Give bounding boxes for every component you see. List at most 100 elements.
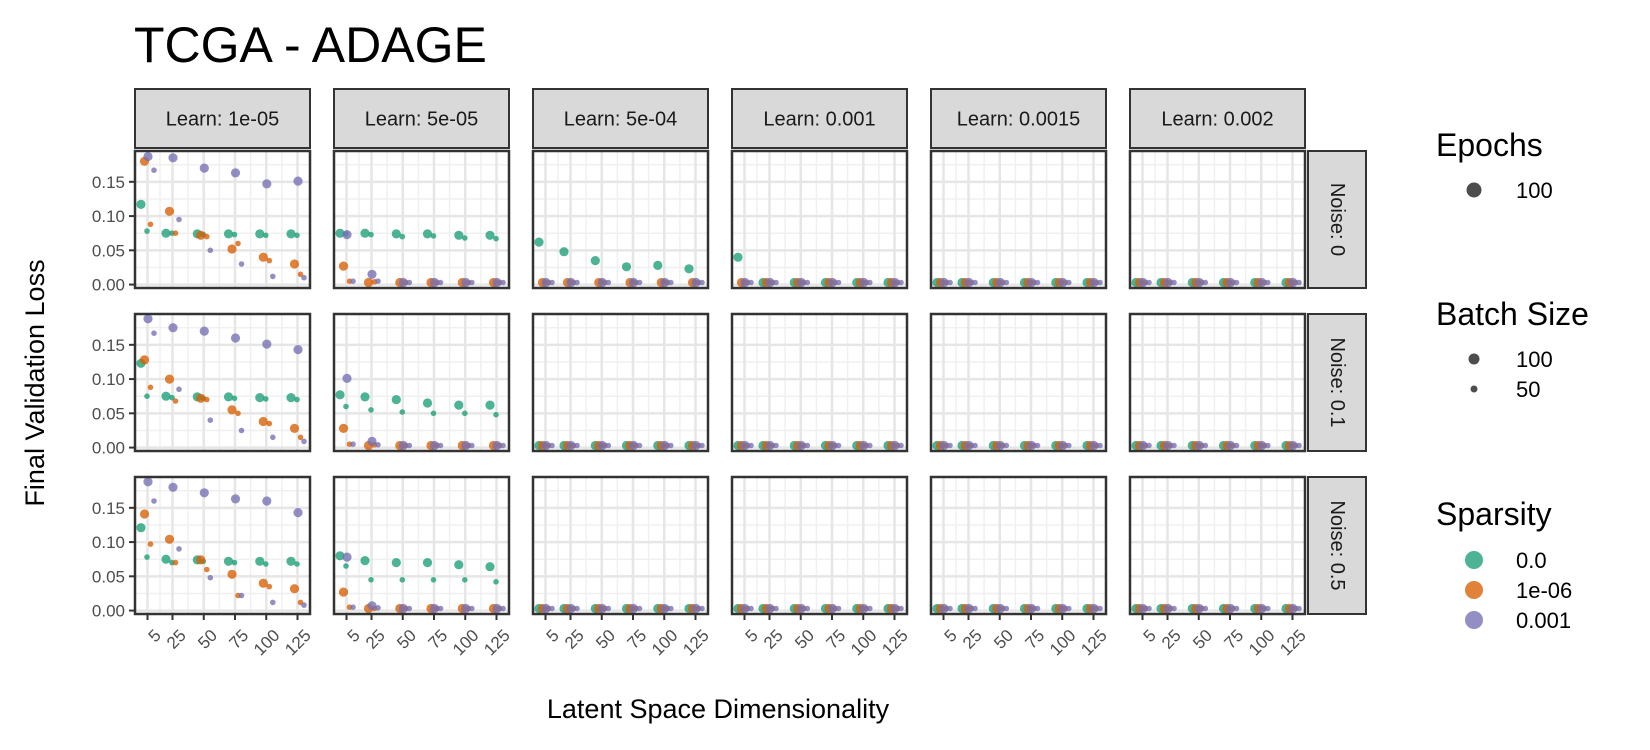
data-point (286, 229, 296, 239)
data-point (1034, 279, 1041, 286)
grid-lines (732, 477, 907, 614)
data-point (493, 579, 499, 585)
data-point (266, 257, 273, 264)
data-point (1097, 605, 1103, 612)
data-point (1194, 603, 1204, 614)
learn-strip-label: Learn: 0.002 (1161, 109, 1273, 131)
data-point (773, 279, 779, 286)
data-point (161, 228, 171, 238)
data-point (493, 411, 499, 418)
data-point (1296, 605, 1302, 612)
grid-lines (1130, 151, 1305, 288)
data-point (223, 556, 234, 566)
data-point (144, 228, 150, 234)
data-point (151, 498, 157, 504)
learn-strip-label: Learn: 0.001 (763, 109, 875, 131)
learn-strip-bg (532, 88, 709, 149)
data-point (398, 603, 408, 614)
noise-strip: Noise: 0.5 (1307, 476, 1367, 615)
data-point (406, 442, 413, 449)
legend-key-batch (1468, 353, 1480, 365)
data-point (1058, 440, 1068, 451)
data-point (1233, 442, 1240, 449)
grid-lines (732, 151, 907, 288)
data-point (289, 423, 300, 433)
data-point (164, 534, 175, 544)
learn-strip: Learn: 0.002 (1129, 88, 1306, 149)
learn-strip-label: Learn: 5e-04 (564, 109, 677, 131)
data-point (492, 277, 502, 288)
legend-label-sparsity: 0.001 (1516, 608, 1571, 633)
data-point (653, 260, 663, 270)
data-point (255, 229, 265, 239)
learn-strip-label: Learn: 1e-05 (166, 109, 279, 131)
panel-border (929, 475, 1108, 616)
legend-key-sparsity (1465, 551, 1483, 569)
data-point (827, 277, 838, 288)
y-tick-label: 0.10 (92, 533, 125, 552)
data-point (804, 605, 811, 612)
data-point (258, 416, 268, 427)
panel-border (531, 149, 710, 290)
grid-lines (334, 151, 509, 288)
data-points (136, 151, 307, 281)
data-point (289, 584, 300, 594)
data-point (1257, 277, 1267, 288)
data-point (231, 559, 238, 566)
data-point (964, 277, 974, 288)
data-point (176, 386, 182, 393)
data-point (391, 229, 401, 239)
data-point (230, 333, 241, 343)
data-point (668, 442, 674, 449)
data-point (1257, 440, 1267, 451)
panel-border (133, 475, 312, 616)
legend-key-sparsity (1465, 581, 1483, 599)
data-points (733, 603, 904, 614)
panel-border (730, 149, 909, 290)
legend: Epochs 100 Batch Size 100 50 Sparsity 0.0 1e-06… (1436, 127, 1589, 633)
facet-panel (531, 149, 710, 290)
data-point (660, 277, 670, 288)
data-point (270, 434, 276, 441)
grid-lines (533, 477, 708, 614)
facet-panel: 0.00 0.05 0.10 0.15 (92, 149, 312, 295)
legend-title-epochs: Epochs (1436, 127, 1543, 163)
noise-strip-label: Noise: 0 (1326, 183, 1348, 256)
learn-strip-bg (930, 88, 1107, 149)
data-point (605, 442, 612, 449)
data-point (1089, 603, 1099, 614)
data-point (939, 603, 949, 614)
data-point (1171, 442, 1177, 449)
facet-panel (1128, 312, 1307, 453)
data-point (485, 230, 495, 240)
data-point (147, 384, 154, 391)
data-point (628, 277, 639, 288)
data-point (1026, 440, 1037, 451)
data-point (289, 259, 300, 269)
data-point (964, 603, 974, 614)
data-point (1089, 440, 1099, 451)
data-point (1058, 277, 1068, 288)
data-point (1257, 603, 1267, 614)
data-point (867, 605, 873, 612)
data-point (765, 440, 775, 451)
data-point (168, 323, 178, 333)
data-point (223, 392, 234, 402)
data-point (204, 566, 210, 573)
data-points (733, 440, 904, 451)
data-point (204, 233, 210, 240)
data-point (691, 277, 701, 288)
data-point (235, 410, 241, 417)
y-tick-label: 0.15 (92, 336, 125, 355)
data-point (399, 233, 406, 240)
data-point (367, 269, 377, 279)
data-point (430, 410, 437, 417)
data-point (338, 587, 349, 597)
data-point (172, 559, 179, 566)
data-point (238, 592, 245, 599)
data-point (549, 442, 555, 449)
y-tick-label: 0.10 (92, 370, 125, 389)
data-point (462, 410, 468, 417)
data-point (804, 279, 811, 286)
data-points (335, 551, 506, 614)
